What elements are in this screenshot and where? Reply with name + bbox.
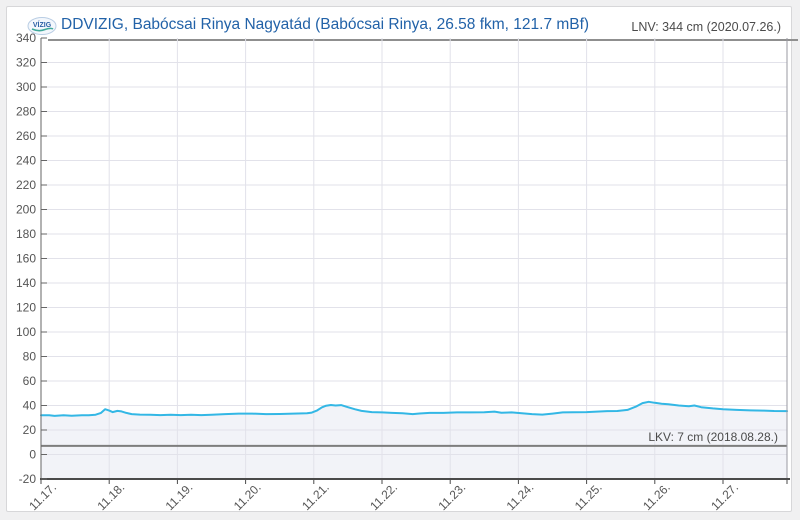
vizig-logo-icon: VÍZIG	[27, 16, 57, 36]
header-separator	[48, 39, 798, 41]
svg-text:340: 340	[16, 31, 36, 45]
svg-text:-20: -20	[19, 472, 37, 486]
svg-text:260: 260	[16, 129, 36, 143]
svg-text:320: 320	[16, 56, 36, 70]
svg-text:11.18.: 11.18.	[94, 480, 127, 513]
svg-text:0: 0	[29, 448, 36, 462]
lkv-min-label: LKV: 7 cm (2018.08.28.)	[648, 430, 778, 444]
svg-text:80: 80	[23, 350, 37, 364]
svg-text:40: 40	[23, 399, 37, 413]
svg-text:60: 60	[23, 374, 37, 388]
svg-text:11.21.: 11.21.	[299, 480, 332, 513]
svg-text:11.19.: 11.19.	[163, 480, 196, 513]
svg-text:140: 140	[16, 276, 36, 290]
svg-text:200: 200	[16, 203, 36, 217]
svg-text:VÍZIG: VÍZIG	[33, 20, 52, 29]
svg-text:11.26.: 11.26.	[640, 480, 673, 513]
svg-text:300: 300	[16, 80, 36, 94]
svg-text:160: 160	[16, 252, 36, 266]
svg-text:20: 20	[23, 423, 37, 437]
station-title: DDVIZIG, Babócsai Rinya Nagyatád (Babócs…	[61, 16, 590, 33]
svg-text:280: 280	[16, 105, 36, 119]
svg-text:120: 120	[16, 301, 36, 315]
svg-text:100: 100	[16, 325, 36, 339]
svg-text:11.25.: 11.25.	[572, 480, 605, 513]
svg-text:240: 240	[16, 154, 36, 168]
svg-text:11.22.: 11.22.	[367, 480, 400, 513]
svg-text:11.27.: 11.27.	[708, 480, 741, 513]
svg-text:220: 220	[16, 178, 36, 192]
svg-text:11.23.: 11.23.	[435, 480, 468, 513]
lnv-max-label: LNV: 344 cm (2020.07.26.)	[631, 20, 781, 34]
svg-text:180: 180	[16, 227, 36, 241]
svg-text:11.24.: 11.24.	[504, 480, 537, 513]
svg-text:11.20.: 11.20.	[231, 480, 264, 513]
